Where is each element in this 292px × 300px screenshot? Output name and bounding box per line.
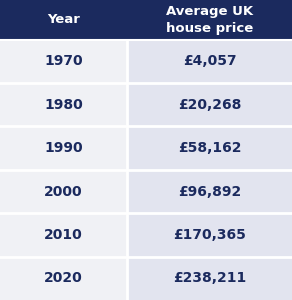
Bar [127, 83, 292, 127]
Text: 1990: 1990 [44, 141, 83, 155]
Text: Year: Year [47, 14, 80, 26]
Bar [127, 127, 292, 170]
Bar [0, 0, 292, 40]
Bar [127, 213, 292, 256]
Text: £238,211: £238,211 [173, 271, 246, 285]
Text: 1980: 1980 [44, 98, 83, 112]
Bar [0, 40, 127, 83]
Text: 2000: 2000 [44, 184, 83, 199]
Bar [0, 127, 127, 170]
Bar [0, 256, 127, 300]
Text: 1970: 1970 [44, 54, 83, 68]
Bar [0, 213, 127, 256]
Bar [127, 256, 292, 300]
Text: 2010: 2010 [44, 228, 83, 242]
Text: £170,365: £170,365 [173, 228, 246, 242]
Text: Average UK
house price: Average UK house price [166, 5, 253, 34]
Bar [0, 170, 127, 213]
Text: £4,057: £4,057 [183, 54, 236, 68]
Bar [0, 83, 127, 127]
Text: £20,268: £20,268 [178, 98, 241, 112]
Text: 2020: 2020 [44, 271, 83, 285]
Bar [127, 40, 292, 83]
Bar [127, 170, 292, 213]
Text: £58,162: £58,162 [178, 141, 241, 155]
Text: £96,892: £96,892 [178, 184, 241, 199]
